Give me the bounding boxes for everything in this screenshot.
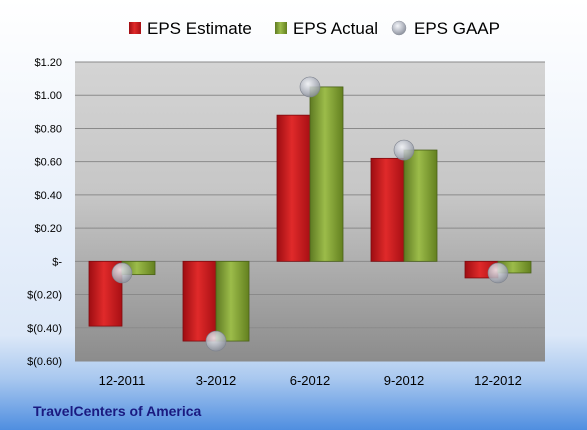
x-category-label: 9-2012 [384, 373, 424, 388]
y-tick-label: $1.20 [34, 57, 62, 69]
marker-eps-gaap [205, 330, 227, 352]
legend-swatch-estimate [129, 22, 141, 34]
bar-eps-actual [215, 260, 250, 342]
legend-item-estimate: EPS Estimate [129, 19, 252, 38]
bar-eps-estimate [370, 157, 405, 262]
x-category-label: 12-2012 [474, 373, 522, 388]
legend-label-estimate: EPS Estimate [147, 19, 252, 38]
y-tick-label: $0.60 [34, 157, 62, 169]
y-tick-label: $- [52, 256, 62, 268]
y-tick-label: $0.20 [34, 223, 62, 235]
bar-eps-estimate [182, 260, 217, 342]
marker-eps-gaap [299, 76, 321, 98]
x-axis-category-labels: 12-2011 3-2012 6-2012 9-2012 12-2012 [99, 373, 522, 388]
legend-marker-gaap [391, 20, 407, 36]
y-tick-label: $(0.20) [27, 290, 62, 302]
y-tick-label: $0.80 [34, 123, 62, 135]
company-name: TravelCenters of America [33, 403, 202, 419]
legend-item-gaap: EPS GAAP [391, 19, 500, 38]
bar-eps-estimate [276, 114, 311, 262]
legend-label-actual: EPS Actual [293, 19, 378, 38]
y-tick-label: $1.00 [34, 90, 62, 102]
legend: EPS Estimate EPS Actual EPS GAAP [129, 19, 500, 38]
legend-label-gaap: EPS GAAP [414, 19, 500, 38]
gaap-markers [111, 76, 509, 352]
x-category-label: 12-2011 [99, 373, 146, 388]
y-tick-label: $(0.60) [27, 356, 62, 368]
x-category-label: 6-2012 [290, 373, 330, 388]
legend-swatch-actual [275, 22, 287, 34]
marker-eps-gaap [111, 262, 133, 284]
bar-eps-actual [403, 149, 438, 262]
legend-item-actual: EPS Actual [275, 19, 378, 38]
marker-eps-gaap [487, 262, 509, 284]
y-axis-tick-labels: $1.20 $1.00 $0.80 $0.60 $0.40 $0.20 $- $(0.20) $… [27, 57, 62, 368]
x-category-label: 3-2012 [196, 373, 236, 388]
y-tick-label: $0.40 [34, 190, 62, 202]
marker-eps-gaap [393, 139, 415, 161]
y-tick-label: $(0.40) [27, 323, 62, 335]
bar-eps-actual [309, 86, 344, 262]
bars [88, 86, 532, 342]
